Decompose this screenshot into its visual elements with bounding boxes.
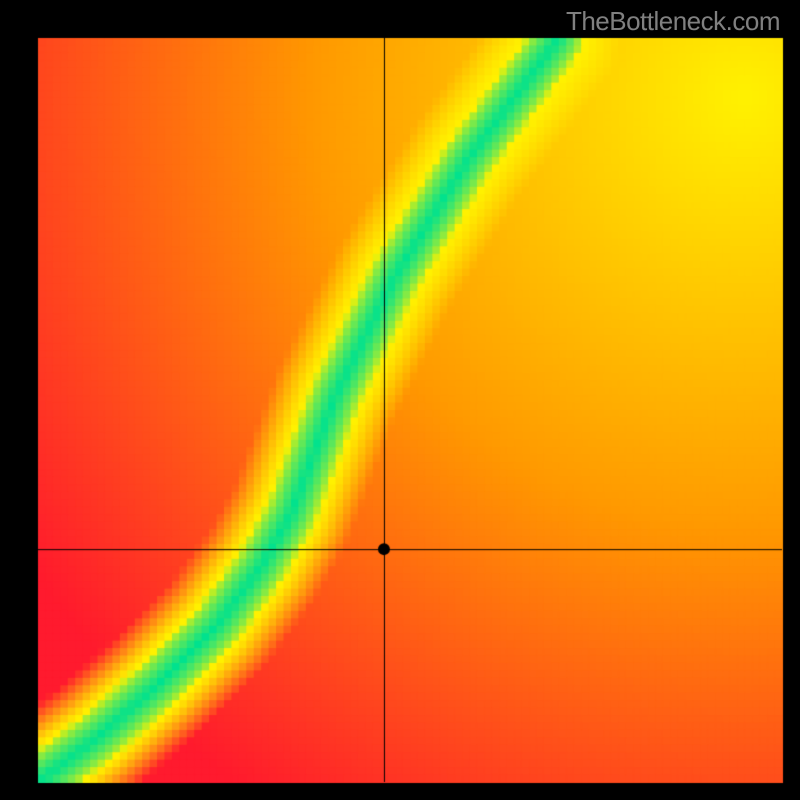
bottleneck-heatmap xyxy=(0,0,800,800)
chart-container: TheBottleneck.com xyxy=(0,0,800,800)
watermark-text: TheBottleneck.com xyxy=(566,6,780,37)
